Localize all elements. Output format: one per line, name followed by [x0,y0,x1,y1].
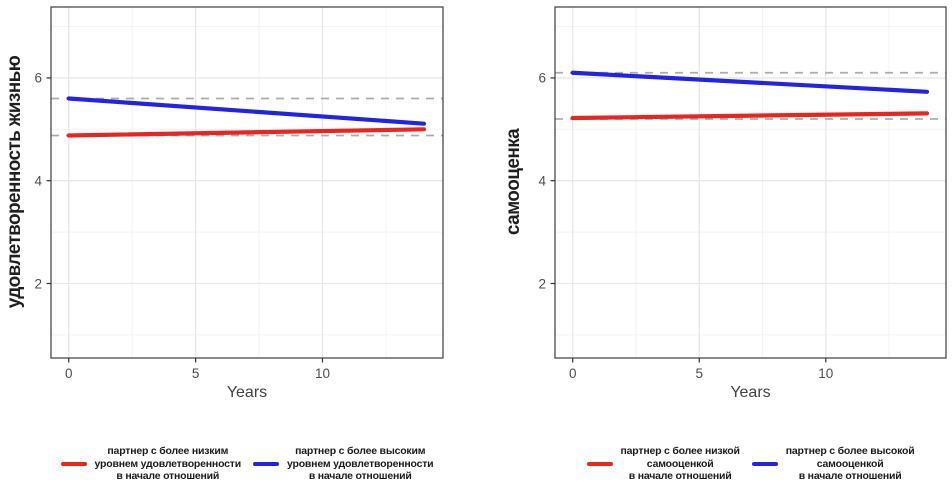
blue-line-key-icon [751,461,778,467]
legend: партнер с более низкой самооценкой в нач… [555,436,946,492]
plot-area-self-esteem: 0 5 10 2 4 6 [538,6,947,381]
x-axis-title: Years [226,384,268,401]
legend-label-line: уровнем удовлетворенности [94,457,242,470]
legend-label-line: в начале отношений [116,470,220,483]
series-line [66,96,427,126]
red-line-key-icon [60,461,87,467]
series-line [570,70,930,94]
blue-line-key-icon [253,461,279,467]
panel-border [50,6,444,359]
panel-border [554,6,947,359]
series-line [66,127,427,138]
legend-label-line: уровнем удовлетворенности [287,457,434,470]
y-tick-label: 2 [34,276,42,291]
x-tick-label: 5 [695,366,703,381]
legend-item-blue: партнер с более высокой самооценкой в на… [751,445,915,483]
legend-label-line: партнер с более низким [107,444,229,457]
x-tick-label: 0 [65,366,73,381]
legend-item-blue: партнер с более высоким уровнем удовлетв… [253,444,434,483]
legend-label-line: партнер с более высоким [295,444,426,457]
legend-label: партнер с более высокой самооценкой в на… [786,445,915,483]
x-axis-title: Years [730,384,771,401]
x-tick-label: 5 [192,366,200,381]
y-tick-label: 6 [34,71,42,86]
y-tick-label: 4 [538,174,546,189]
x-tick-label: 10 [818,366,833,381]
x-tick-label: 10 [315,366,330,381]
legend: партнер с более низким уровнем удовлетво… [51,436,443,492]
legend-label: партнер с более низкой самооценкой в нач… [621,445,740,483]
y-tick-label: 6 [538,71,546,86]
legend-label-line: в начале отношений [308,470,412,483]
legend-item-red: партнер с более низким уровнем удовлетво… [60,444,242,483]
y-tick-label: 2 [538,276,546,291]
legend-label-line: самооценкой [646,457,714,470]
chart-self-esteem: самооценка 0 5 10 2 4 6 Years партнер с более… [476,0,952,504]
red-line-key-icon [586,461,613,467]
legend-label-line: партнер с более высокой [785,444,915,457]
y-tick-label: 4 [34,174,42,189]
legend-label: партнер с более высоким уровнем удовлетв… [287,444,434,483]
legend-label-line: в начале отношений [628,470,732,483]
legend-label: партнер с более низким уровнем удовлетво… [94,444,242,483]
legend-label-line: в начале отношений [798,470,902,483]
chart-life-satisfaction: удовлетворенность жизнью 0 5 10 2 4 6 Years п… [4,6,444,492]
x-tick-label: 0 [569,366,577,381]
legend-item-red: партнер с более низкой самооценкой в нач… [586,445,740,483]
plot-area-life-satisfaction: 0 5 10 2 4 6 [34,6,444,381]
legend-label-line: самооценкой [816,457,884,470]
series-line [570,111,930,121]
legend-label-line: партнер с более низкой [620,444,740,457]
